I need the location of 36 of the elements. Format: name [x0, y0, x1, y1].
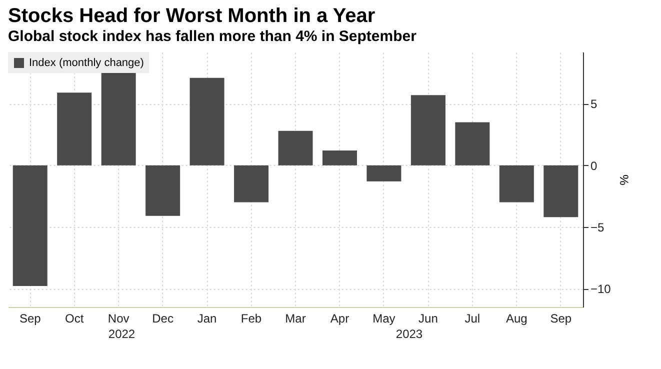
bar [322, 150, 357, 166]
x-tick-label: Nov [108, 312, 130, 326]
text: 2022 [108, 327, 136, 341]
bar [57, 92, 92, 166]
chart-title: Stocks Head for Worst Month in a Year [8, 5, 376, 27]
x-tick-label: Feb [240, 312, 262, 326]
legend-label: Index (monthly change) [29, 57, 144, 69]
y-tick-label: 0 [590, 158, 598, 173]
chart-subtitle: Global stock index has fallen more than 4% in September [8, 28, 417, 45]
y-axis-title: % [616, 174, 631, 186]
x-tick-label: Sep [550, 312, 572, 326]
x-tick-label: Jan [197, 312, 217, 326]
bar [278, 130, 313, 166]
bar [190, 78, 224, 166]
text: 2023 [396, 327, 423, 341]
bar [455, 122, 490, 166]
bar [146, 165, 180, 216]
x-tick-label: Jun [418, 312, 438, 326]
bar [499, 165, 534, 202]
bar [12, 165, 48, 286]
x-tick-label: Jul [464, 312, 480, 326]
x-tick-label: Apr [330, 312, 350, 326]
x-tick-label: Aug [506, 312, 528, 326]
bar [544, 165, 578, 218]
bar [101, 72, 136, 166]
bar [366, 165, 402, 182]
x-tick-label: Oct [65, 312, 84, 326]
x-tick-label: Mar [285, 312, 306, 326]
bar [234, 165, 269, 202]
x-tick-label: Sep [19, 312, 42, 326]
y-tick-label: −5 [590, 220, 605, 234]
y-tick-label: −10 [590, 282, 612, 296]
bar [410, 95, 446, 166]
x-tick-label: May [372, 312, 396, 326]
y-tick-label: 5 [590, 97, 598, 112]
x-tick-label: Dec [152, 312, 174, 326]
